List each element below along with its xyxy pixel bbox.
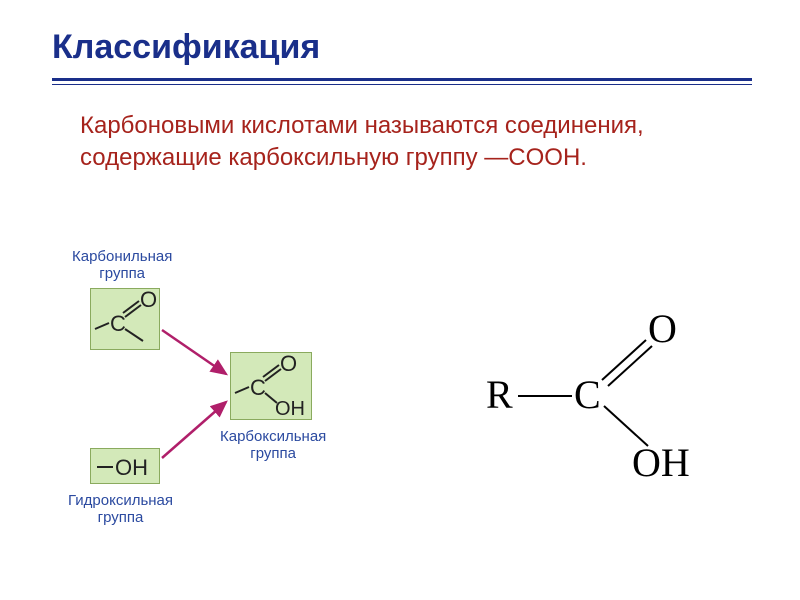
carbonyl-structure: C O [91,289,161,351]
carboxyl-box: C O OH [230,352,312,420]
definition-highlight: Карбоновыми кислотами [80,112,358,139]
carboxyl-structure: C O OH [231,353,313,421]
title-underline-thick [52,78,752,81]
hydroxyl-structure: OH [91,449,161,485]
right-formula: R C O OH [480,300,710,485]
hydroxyl-box: OH [90,448,160,484]
svg-text:O: O [140,289,157,312]
svg-text:OH: OH [275,398,305,420]
svg-text:OH: OH [115,455,148,480]
rf-C: C [574,372,601,417]
right-formula-svg: R C O OH [480,300,710,480]
rf-R: R [486,372,513,417]
rf-O: O [648,306,677,351]
svg-text:C: C [110,311,126,336]
diagram-container: Карбонильнаягруппа Гидроксильнаягруппа К… [80,240,720,580]
rf-OH: OH [632,440,690,480]
carboxyl-label: Карбоксильнаягруппа [220,428,326,463]
svg-text:O: O [280,353,297,376]
page-title: Классификация [52,28,320,67]
hydroxyl-label: Гидроксильнаягруппа [68,492,173,527]
definition-text: Карбоновыми кислотами называются соедине… [80,110,720,175]
title-underline-thin [52,84,752,85]
carbonyl-box: C O [90,288,160,350]
carbonyl-label: Карбонильнаягруппа [72,248,172,283]
svg-text:C: C [250,375,266,400]
